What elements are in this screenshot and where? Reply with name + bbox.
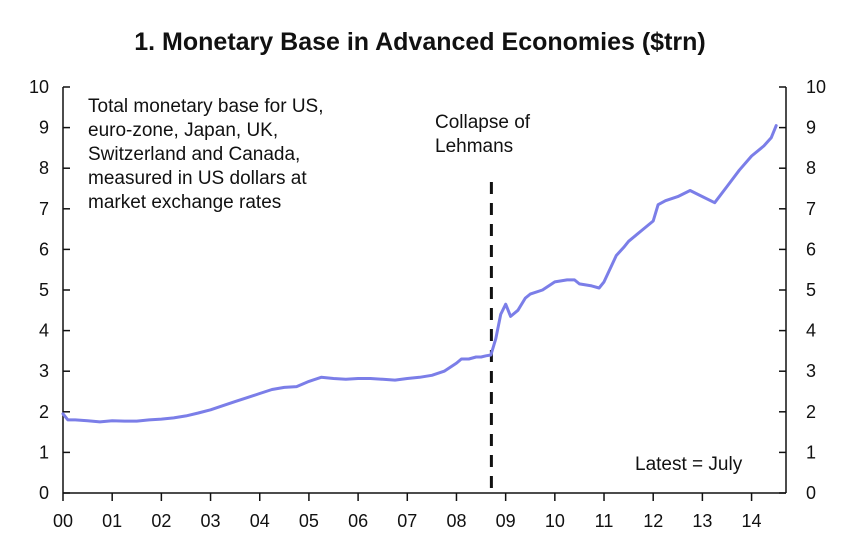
description-note: Total monetary base for US, euro-zone, J… (88, 96, 329, 213)
x-tick-label: 14 (742, 511, 762, 531)
y-tick-label-left: 3 (39, 361, 49, 381)
description-line-2: euro-zone, Japan, UK, (88, 120, 278, 141)
series-line-monetary-base (61, 124, 778, 424)
y-tick-label-left: 0 (39, 483, 49, 503)
x-tick-label: 06 (348, 511, 368, 531)
y-tick-label-right: 0 (806, 483, 816, 503)
y-tick-label-right: 4 (806, 321, 816, 341)
description-line-4: measured in US dollars at (88, 168, 307, 189)
x-tick-label: 08 (446, 511, 466, 531)
x-tick-label: 00 (53, 511, 73, 531)
event-note: Collapse of Lehmans (435, 112, 535, 157)
x-tick-label: 05 (299, 511, 319, 531)
y-tick-label-right: 10 (806, 77, 826, 97)
x-tick-label: 01 (102, 511, 122, 531)
event-line-2: Lehmans (435, 136, 513, 157)
y-tick-label-left: 5 (39, 280, 49, 300)
y-tick-label-right: 9 (806, 118, 816, 138)
x-tick-label: 11 (595, 511, 614, 531)
x-tick-label: 09 (496, 511, 516, 531)
x-tick-label: 07 (397, 511, 417, 531)
y-tick-label-right: 8 (806, 158, 816, 178)
y-tick-label-left: 4 (39, 321, 49, 341)
annotations: Total monetary base for US, euro-zone, J… (88, 96, 743, 475)
description-line-5: market exchange rates (88, 192, 281, 213)
y-tick-label-right: 3 (806, 361, 816, 381)
x-tick-label: 10 (545, 511, 565, 531)
x-tick-label: 12 (643, 511, 663, 531)
y-tick-label-right: 2 (806, 402, 816, 422)
x-tick-label: 02 (151, 511, 171, 531)
chart-title: 1. Monetary Base in Advanced Economies (… (134, 28, 705, 56)
y-tick-label-left: 9 (39, 118, 49, 138)
latest-note: Latest = July (635, 454, 743, 475)
y-tick-label-left: 1 (39, 442, 49, 462)
x-tick-label: 03 (201, 511, 221, 531)
y-tick-label-left: 10 (29, 77, 49, 97)
description-line-1: Total monetary base for US, (88, 96, 324, 117)
y-tick-label-left: 2 (39, 402, 49, 422)
y-tick-label-right: 7 (806, 199, 816, 219)
y-tick-label-left: 6 (39, 239, 49, 259)
y-tick-label-right: 6 (806, 239, 816, 259)
event-line-1: Collapse of (435, 112, 531, 133)
y-tick-label-right: 5 (806, 280, 816, 300)
description-line-3: Switzerland and Canada, (88, 144, 300, 165)
y-tick-label-left: 7 (39, 199, 49, 219)
y-tick-label-left: 8 (39, 158, 49, 178)
x-tick-label: 04 (250, 511, 270, 531)
y-tick-label-right: 1 (806, 442, 816, 462)
x-tick-label: 13 (692, 511, 712, 531)
